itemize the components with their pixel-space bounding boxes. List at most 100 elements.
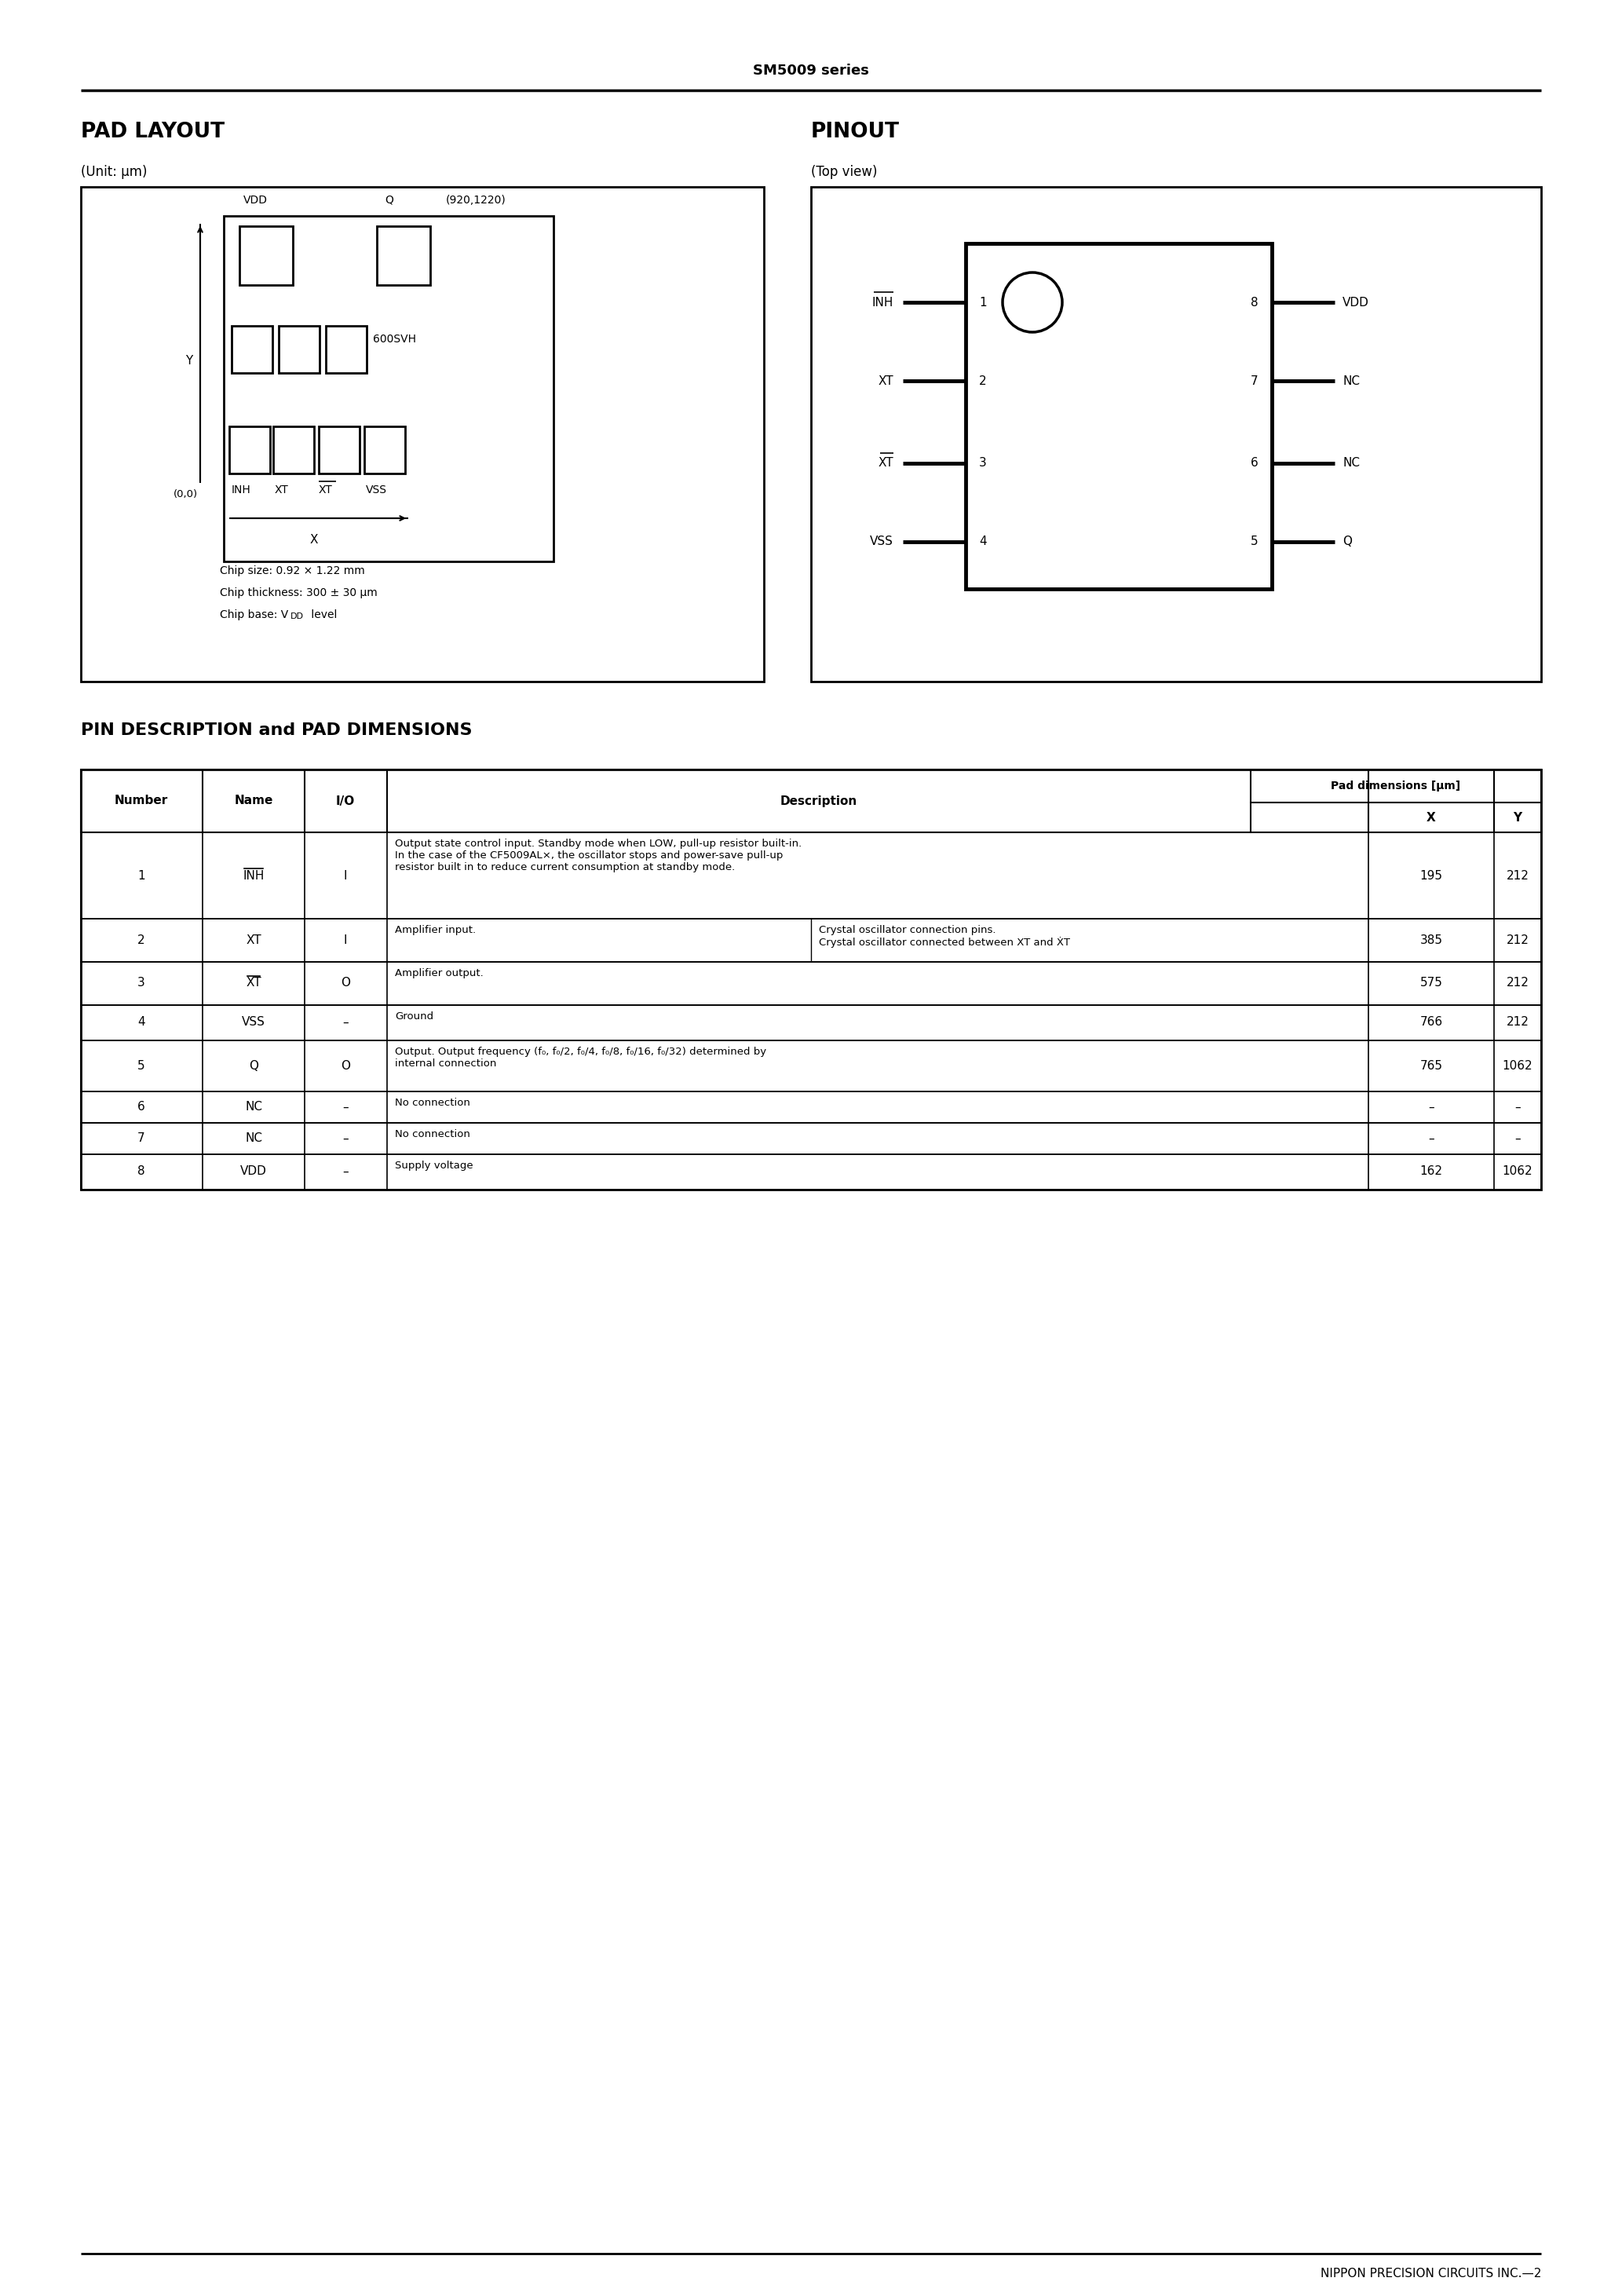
Text: 212: 212 <box>1507 870 1530 882</box>
Text: 195: 195 <box>1419 870 1442 882</box>
Text: 575: 575 <box>1419 978 1442 990</box>
Text: –: – <box>1515 1102 1520 1114</box>
Bar <box>232 326 272 372</box>
Text: Q: Q <box>1343 535 1351 549</box>
Bar <box>81 1091 1541 1123</box>
Text: 4: 4 <box>138 1017 144 1029</box>
Text: Description: Description <box>780 794 858 806</box>
Text: Ground: Ground <box>394 1010 433 1022</box>
Text: PINOUT: PINOUT <box>811 122 900 142</box>
Bar <box>229 427 271 473</box>
Bar <box>81 1006 1541 1040</box>
Text: No connection: No connection <box>394 1097 470 1109</box>
Text: X: X <box>1427 810 1435 824</box>
Text: DD: DD <box>290 613 303 620</box>
Text: 6: 6 <box>138 1102 144 1114</box>
Text: XT: XT <box>247 934 261 946</box>
Text: (920,1220): (920,1220) <box>446 195 506 207</box>
Text: SM5009 series: SM5009 series <box>753 64 869 78</box>
Text: Crystal oscillator connection pins.
Crystal oscillator connected between XT and : Crystal oscillator connection pins. Crys… <box>819 925 1071 948</box>
Text: VDD: VDD <box>240 1166 268 1178</box>
Text: –: – <box>342 1102 349 1114</box>
Text: –: – <box>1515 1132 1520 1143</box>
Text: XT: XT <box>247 978 261 990</box>
Text: VDD: VDD <box>243 195 268 207</box>
Text: 8: 8 <box>1251 296 1259 308</box>
Bar <box>81 962 1541 1006</box>
Text: 1062: 1062 <box>1502 1166 1533 1178</box>
Bar <box>811 186 1541 682</box>
Text: –: – <box>1429 1102 1434 1114</box>
Bar <box>240 225 294 285</box>
Text: Number: Number <box>115 794 169 806</box>
Text: 4: 4 <box>980 535 986 549</box>
Bar <box>81 918 1541 962</box>
Text: 765: 765 <box>1419 1061 1442 1072</box>
Text: I: I <box>344 870 347 882</box>
Text: 6: 6 <box>1251 457 1259 468</box>
Bar <box>965 243 1272 588</box>
Bar <box>81 1040 1541 1091</box>
Bar <box>81 833 1541 918</box>
Text: O: O <box>341 1061 350 1072</box>
Text: 385: 385 <box>1419 934 1442 946</box>
Text: VSS: VSS <box>242 1017 266 1029</box>
Text: (Unit: μm): (Unit: μm) <box>81 165 148 179</box>
Text: 5: 5 <box>138 1061 144 1072</box>
Bar <box>224 216 553 563</box>
Text: 766: 766 <box>1419 1017 1442 1029</box>
Text: XT: XT <box>320 484 333 496</box>
Text: Name: Name <box>234 794 272 806</box>
Text: 8: 8 <box>138 1166 144 1178</box>
Text: 1: 1 <box>980 296 986 308</box>
Bar <box>81 1155 1541 1189</box>
Text: Chip size: 0.92 × 1.22 mm: Chip size: 0.92 × 1.22 mm <box>221 565 365 576</box>
Bar <box>81 1123 1541 1155</box>
Text: Chip thickness: 300 ± 30 μm: Chip thickness: 300 ± 30 μm <box>221 588 378 599</box>
Text: PIN DESCRIPTION and PAD DIMENSIONS: PIN DESCRIPTION and PAD DIMENSIONS <box>81 723 472 737</box>
Bar <box>326 326 367 372</box>
Text: NIPPON PRECISION CIRCUITS INC.—2: NIPPON PRECISION CIRCUITS INC.—2 <box>1320 2268 1541 2280</box>
Text: (Top view): (Top view) <box>811 165 878 179</box>
Text: NC: NC <box>245 1132 263 1143</box>
Text: (0,0): (0,0) <box>174 489 198 501</box>
Bar <box>320 427 360 473</box>
Text: 212: 212 <box>1507 934 1530 946</box>
Text: 2: 2 <box>980 374 986 386</box>
Text: 5: 5 <box>1251 535 1259 549</box>
Text: I: I <box>344 934 347 946</box>
Text: XT: XT <box>878 457 894 468</box>
Text: 212: 212 <box>1507 978 1530 990</box>
Text: 1: 1 <box>138 870 144 882</box>
Text: Supply voltage: Supply voltage <box>394 1159 474 1171</box>
Text: Y: Y <box>185 356 193 367</box>
Bar <box>81 769 1541 833</box>
Text: –: – <box>342 1017 349 1029</box>
Bar <box>365 427 406 473</box>
Text: O: O <box>341 978 350 990</box>
Text: INH: INH <box>232 484 251 496</box>
Bar <box>376 225 430 285</box>
Text: 212: 212 <box>1507 1017 1530 1029</box>
Text: 7: 7 <box>1251 374 1259 386</box>
Text: XT: XT <box>274 484 289 496</box>
Bar <box>81 186 764 682</box>
Text: Q: Q <box>384 195 393 207</box>
Text: 7: 7 <box>138 1132 144 1143</box>
Text: –: – <box>342 1132 349 1143</box>
Text: VDD: VDD <box>1343 296 1369 308</box>
Text: –: – <box>342 1166 349 1178</box>
Text: –: – <box>1429 1132 1434 1143</box>
Text: NC: NC <box>245 1102 263 1114</box>
Text: PAD LAYOUT: PAD LAYOUT <box>81 122 224 142</box>
Text: INH: INH <box>873 296 894 308</box>
Text: No connection: No connection <box>394 1130 470 1139</box>
Text: Amplifier input.: Amplifier input. <box>394 925 475 934</box>
Text: Output state control input. Standby mode when LOW, pull-up resistor built-in.
In: Output state control input. Standby mode… <box>394 838 801 872</box>
Text: INH: INH <box>243 870 264 882</box>
Text: NC: NC <box>1343 457 1359 468</box>
Text: X: X <box>310 535 318 546</box>
Text: Amplifier output.: Amplifier output. <box>394 969 483 978</box>
Text: VSS: VSS <box>869 535 894 549</box>
Text: NC: NC <box>1343 374 1359 386</box>
